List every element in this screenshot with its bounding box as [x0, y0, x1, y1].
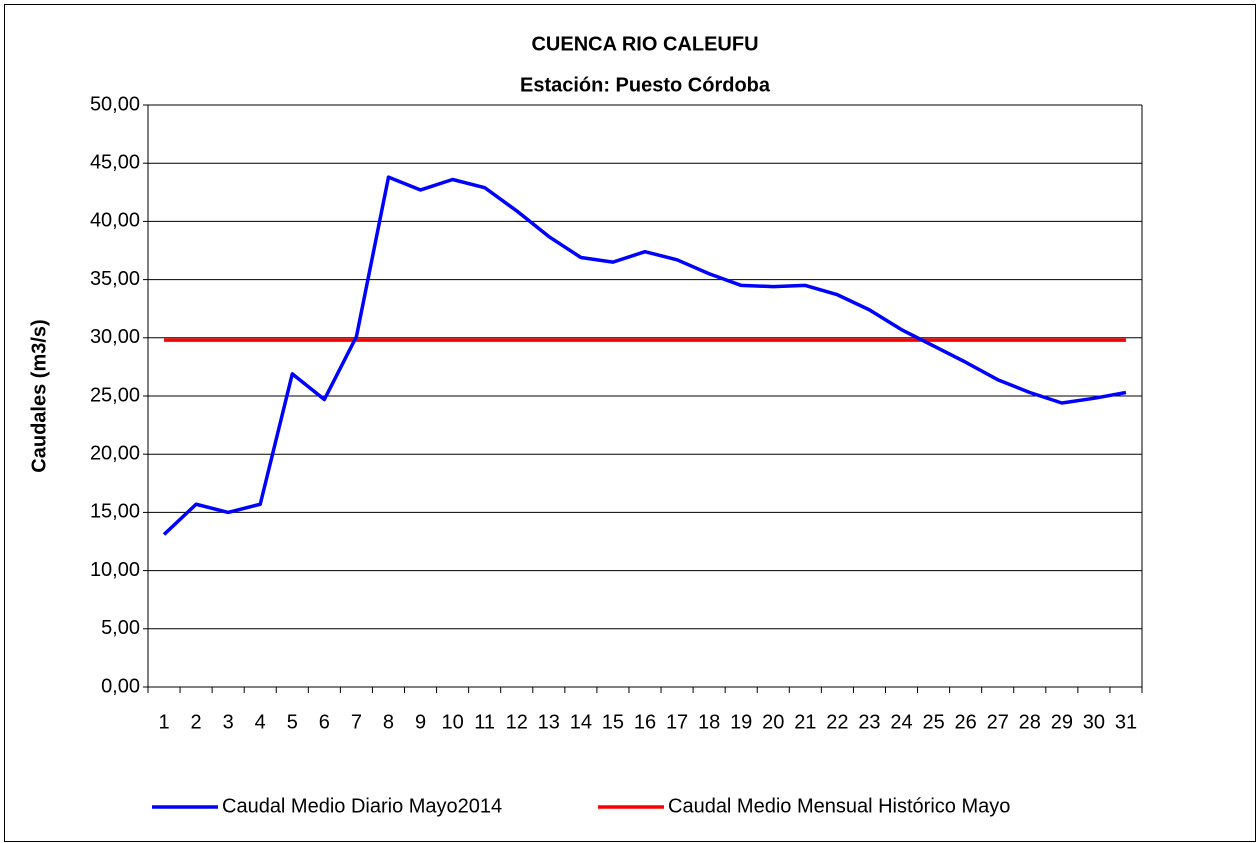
- x-tick-label: 29: [1051, 711, 1073, 733]
- y-tick-label: 10,00: [90, 559, 140, 581]
- x-tick-label: 3: [223, 711, 234, 733]
- x-tick-label: 1: [158, 711, 169, 733]
- x-tick-label: 17: [666, 711, 688, 733]
- x-tick-label: 8: [383, 711, 394, 733]
- chart-subtitle: Estación: Puesto Córdoba: [520, 74, 771, 96]
- chart-title: CUENCA RIO CALEUFU: [531, 33, 758, 55]
- x-tick-label: 14: [570, 711, 592, 733]
- x-tick-label: 25: [922, 711, 944, 733]
- legend-label: Caudal Medio Diario Mayo2014: [222, 795, 502, 817]
- x-tick-label: 22: [826, 711, 848, 733]
- x-tick-label: 21: [794, 711, 816, 733]
- x-tick-label: 19: [730, 711, 752, 733]
- legend-label: Caudal Medio Mensual Histórico Mayo: [668, 795, 1010, 817]
- x-tick-label: 7: [351, 711, 362, 733]
- y-tick-label: 15,00: [90, 501, 140, 523]
- x-tick-label: 2: [191, 711, 202, 733]
- x-tick-label: 5: [287, 711, 298, 733]
- x-tick-label: 30: [1083, 711, 1105, 733]
- x-tick-label: 26: [955, 711, 977, 733]
- y-tick-label: 20,00: [90, 442, 140, 464]
- y-tick-label: 50,00: [90, 93, 140, 115]
- y-axis-label: Caudales (m3/s): [28, 319, 50, 472]
- x-tick-label: 18: [698, 711, 720, 733]
- y-tick-label: 25,00: [90, 384, 140, 406]
- x-tick-label: 12: [506, 711, 528, 733]
- x-tick-label: 24: [890, 711, 912, 733]
- y-tick-label: 45,00: [90, 151, 140, 173]
- series-line: [162, 175, 1127, 536]
- x-tick-label: 28: [1019, 711, 1041, 733]
- x-tick-label: 4: [255, 711, 266, 733]
- x-tick-label: 20: [762, 711, 784, 733]
- x-tick-label: 23: [858, 711, 880, 733]
- y-tick-label: 5,00: [101, 617, 140, 639]
- y-tick-label: 40,00: [90, 210, 140, 232]
- x-tick-label: 31: [1115, 711, 1137, 733]
- y-tick-label: 30,00: [90, 326, 140, 348]
- x-tick-label: 13: [538, 711, 560, 733]
- x-tick-label: 6: [319, 711, 330, 733]
- y-tick-label: 0,00: [101, 675, 140, 697]
- x-tick-label: 9: [415, 711, 426, 733]
- chart-border: [4, 4, 1256, 842]
- y-tick-label: 35,00: [90, 268, 140, 290]
- x-tick-label: 15: [602, 711, 624, 733]
- x-tick-label: 11: [474, 711, 495, 733]
- x-tick-label: 27: [987, 711, 1009, 733]
- x-tick-label: 10: [441, 711, 463, 733]
- x-tick-label: 16: [634, 711, 656, 733]
